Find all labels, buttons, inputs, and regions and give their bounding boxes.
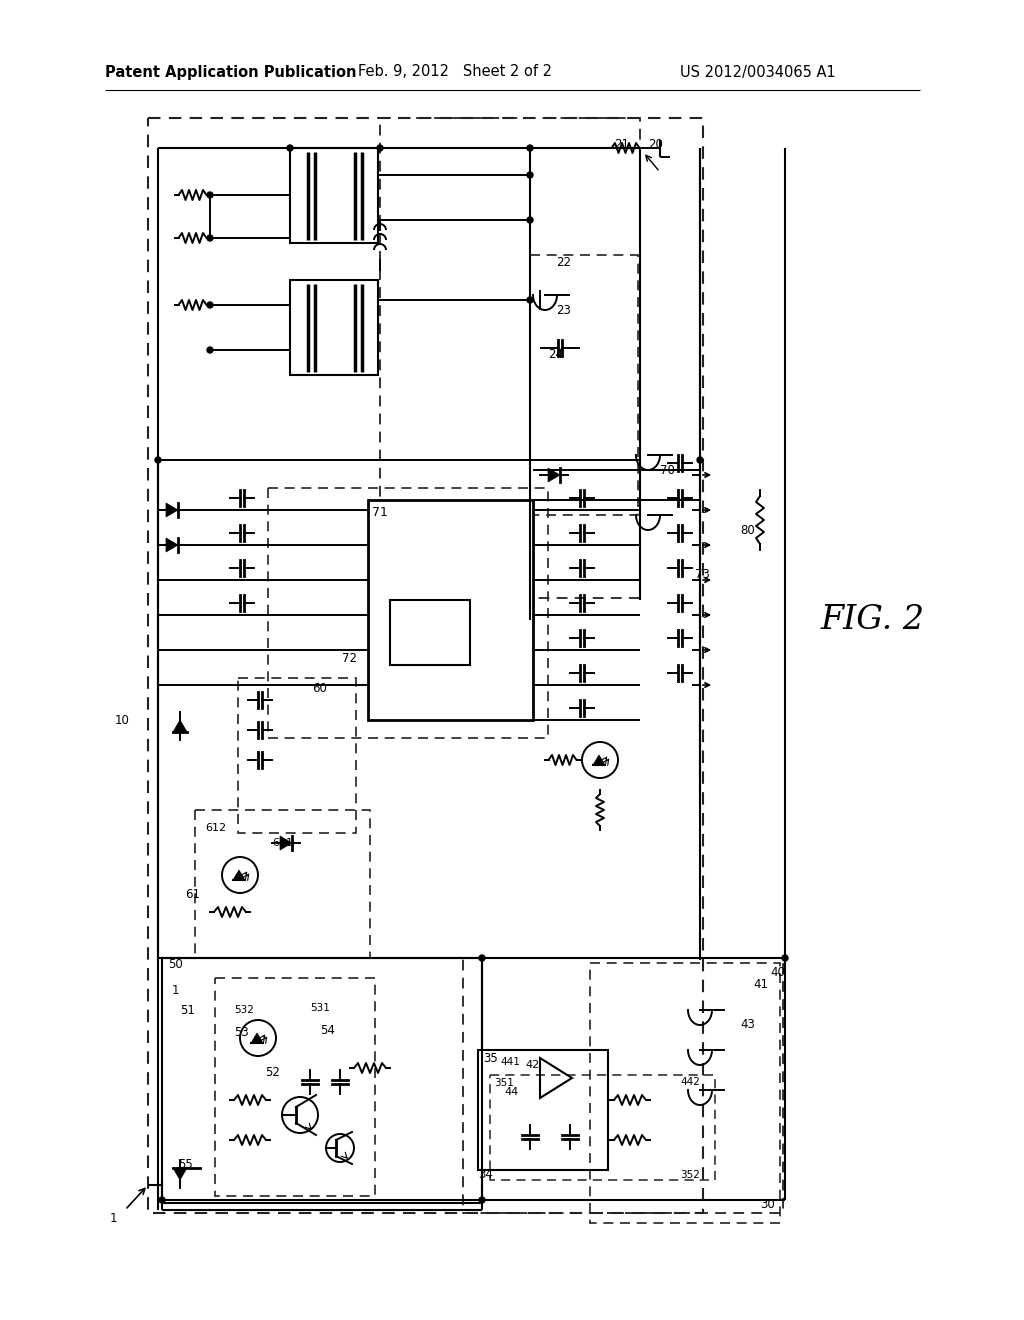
Text: US 2012/0034065 A1: US 2012/0034065 A1 [680, 65, 836, 79]
Circle shape [207, 347, 213, 352]
Bar [530, 255, 638, 515]
Text: 1: 1 [110, 1212, 118, 1225]
Text: 61: 61 [185, 888, 200, 902]
Circle shape [155, 457, 161, 463]
Bar [490, 1074, 715, 1180]
Text: 71: 71 [372, 506, 388, 519]
Circle shape [207, 191, 213, 198]
Bar [590, 964, 780, 1224]
Bar [478, 1049, 608, 1170]
Text: 41: 41 [753, 978, 768, 991]
Text: FIG. 2: FIG. 2 [820, 605, 924, 636]
Text: 70: 70 [660, 463, 675, 477]
Bar [390, 601, 470, 665]
Circle shape [527, 145, 534, 150]
Bar [368, 500, 534, 719]
Text: 60: 60 [312, 681, 327, 694]
Text: 23: 23 [556, 304, 570, 317]
Text: 35: 35 [483, 1052, 498, 1064]
Bar [268, 488, 548, 738]
Text: 54: 54 [319, 1023, 335, 1036]
Text: 442: 442 [680, 1077, 699, 1086]
Circle shape [527, 297, 534, 304]
Polygon shape [173, 719, 187, 733]
Polygon shape [593, 755, 605, 766]
Text: 612: 612 [205, 822, 226, 833]
Text: 351: 351 [494, 1078, 514, 1088]
Polygon shape [548, 469, 560, 482]
Text: 34: 34 [478, 1168, 493, 1181]
Polygon shape [280, 836, 292, 850]
Circle shape [377, 145, 383, 150]
Bar [148, 117, 703, 1213]
Bar [380, 117, 640, 598]
Text: 53: 53 [234, 1026, 249, 1039]
Text: 531: 531 [310, 1003, 330, 1012]
Text: 441: 441 [500, 1057, 520, 1067]
Text: 52: 52 [265, 1065, 280, 1078]
Text: 73: 73 [695, 569, 710, 582]
Text: 42: 42 [525, 1060, 540, 1071]
Circle shape [159, 1197, 165, 1203]
Text: 43: 43 [740, 1019, 755, 1031]
Circle shape [207, 235, 213, 242]
Text: 611: 611 [272, 838, 293, 847]
Polygon shape [166, 503, 178, 517]
Bar [195, 810, 370, 965]
Polygon shape [251, 1034, 263, 1043]
Text: 50: 50 [168, 957, 182, 970]
Circle shape [479, 1197, 485, 1203]
Text: 80: 80 [740, 524, 755, 536]
Text: Feb. 9, 2012   Sheet 2 of 2: Feb. 9, 2012 Sheet 2 of 2 [358, 65, 552, 79]
Text: 22: 22 [556, 256, 571, 268]
Text: 72: 72 [342, 652, 357, 664]
Circle shape [697, 457, 703, 463]
Text: 24: 24 [548, 348, 563, 362]
Circle shape [479, 954, 485, 961]
Polygon shape [173, 1168, 187, 1180]
Text: 532: 532 [234, 1005, 254, 1015]
Text: 21: 21 [614, 139, 629, 152]
Bar [290, 148, 378, 243]
Text: 10: 10 [115, 714, 130, 726]
Circle shape [782, 954, 788, 961]
Text: 20: 20 [648, 139, 663, 152]
Text: 1: 1 [172, 983, 179, 997]
Circle shape [207, 302, 213, 308]
Circle shape [527, 172, 534, 178]
Bar [290, 280, 378, 375]
Text: Patent Application Publication: Patent Application Publication [105, 65, 356, 79]
Bar [215, 978, 375, 1196]
Circle shape [527, 216, 534, 223]
Text: 352: 352 [680, 1170, 699, 1180]
Bar [463, 958, 783, 1213]
Polygon shape [233, 870, 245, 880]
Circle shape [287, 145, 293, 150]
Text: 51: 51 [180, 1003, 195, 1016]
Text: 44: 44 [504, 1086, 518, 1097]
Text: 55: 55 [178, 1159, 193, 1172]
Polygon shape [166, 539, 178, 552]
Text: 30: 30 [760, 1199, 775, 1212]
Text: 40: 40 [770, 965, 784, 978]
Bar [238, 678, 356, 833]
Bar [162, 958, 482, 1203]
